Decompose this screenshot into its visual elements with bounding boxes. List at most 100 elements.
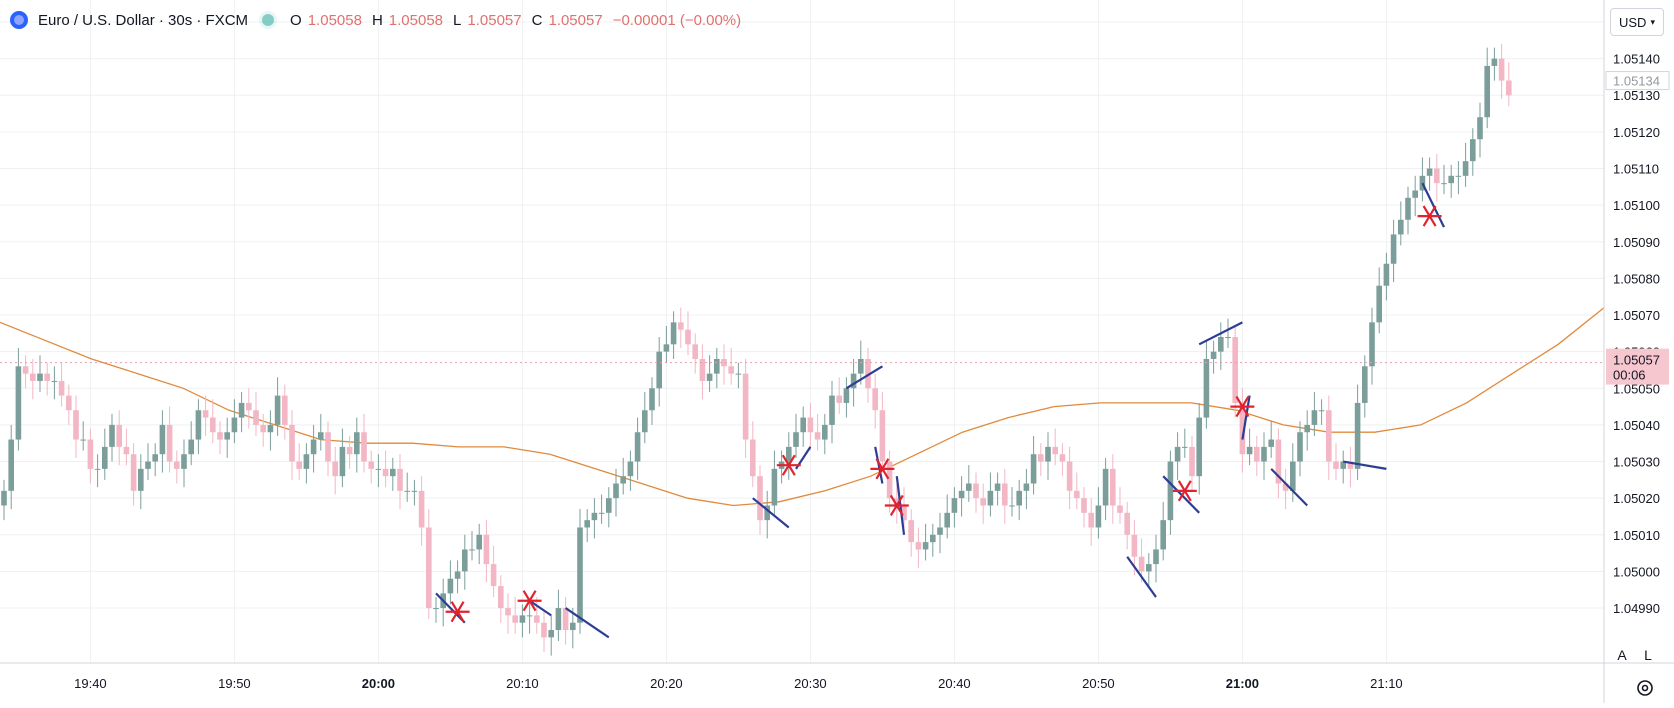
candle (1405, 186, 1411, 235)
candle (1448, 164, 1454, 198)
candle-body (937, 527, 943, 535)
candle-body (1002, 483, 1008, 506)
symbol-legend[interactable]: Euro / U.S. Dollar · 30s · FXCM O 1.05058… (10, 8, 741, 32)
candle (512, 597, 518, 634)
candle (1261, 432, 1267, 480)
candle-body (1131, 534, 1138, 557)
candle (1477, 102, 1483, 158)
market-status-icon[interactable] (262, 14, 275, 26)
candle-body (145, 461, 151, 469)
candle (1189, 435, 1195, 491)
candle-body (1484, 65, 1490, 118)
candle-body (224, 432, 230, 440)
candle-body (282, 395, 288, 425)
candle-body (620, 476, 626, 484)
ohlc-low-value: 1.05057 (467, 11, 522, 29)
candle-body (368, 461, 374, 469)
candle-body (1160, 520, 1166, 550)
candle-body (58, 380, 65, 396)
candle-body (598, 512, 605, 514)
candle-body (289, 424, 295, 462)
candle-body (1066, 461, 1073, 491)
candle (1203, 340, 1210, 429)
symbol-title[interactable]: Euro / U.S. Dollar · 30s · FXCM (38, 11, 249, 29)
candle-body (318, 432, 324, 440)
candle (44, 362, 50, 396)
candle (764, 490, 770, 539)
ohlc-high-value: 1.05058 (388, 11, 444, 29)
currency-button[interactable]: USD ▾ (1610, 8, 1664, 36)
candle-body (267, 424, 274, 433)
candle (1016, 479, 1022, 521)
candle (505, 593, 511, 634)
candle-body (742, 373, 749, 440)
candle-body (8, 439, 14, 491)
candle (1174, 432, 1181, 480)
candle (58, 362, 65, 407)
grid (0, 0, 1604, 663)
candle (1124, 501, 1130, 550)
candle (1347, 446, 1354, 488)
candle-body (476, 534, 482, 550)
candle-body (1261, 446, 1267, 462)
candle-body (1239, 402, 1246, 455)
candle-body (836, 395, 842, 403)
candle (231, 399, 238, 444)
annotation-stroke (1198, 321, 1243, 346)
gear-icon[interactable] (1635, 678, 1655, 698)
candle-body (966, 483, 972, 491)
candle-body (325, 432, 331, 462)
y-tick-label: 1.05100 (1613, 198, 1660, 213)
log-scale-button[interactable]: L (1644, 647, 1652, 663)
x-tick-label: 19:40 (74, 676, 107, 691)
candle-body (361, 432, 367, 462)
candle (670, 311, 677, 359)
x-tick-label: 20:30 (794, 676, 827, 691)
candle-body (613, 483, 619, 499)
candle (591, 498, 598, 539)
candle-body (1311, 410, 1318, 425)
auto-scale-button[interactable]: A (1617, 647, 1627, 663)
candle (1311, 391, 1318, 436)
annotation-stroke (1343, 460, 1387, 470)
x-tick-label: 19:50 (218, 676, 251, 691)
candle-body (858, 358, 864, 374)
candle (1239, 388, 1246, 473)
candle (922, 523, 929, 561)
fxcm-logo-icon (10, 11, 28, 29)
candle-body (951, 498, 958, 513)
candle (1146, 553, 1152, 587)
y-tick-label: 1.05000 (1613, 564, 1660, 579)
candle (706, 355, 713, 392)
candle (267, 410, 274, 451)
candle-body (174, 461, 180, 469)
candle (1268, 421, 1274, 458)
candle (1246, 428, 1253, 466)
candle (526, 600, 533, 634)
candle-body (1333, 461, 1339, 469)
star-marker (517, 590, 542, 612)
candle (166, 406, 173, 473)
currency-label: USD (1619, 14, 1647, 30)
candle-body (202, 410, 209, 418)
candle-body (987, 490, 994, 506)
candle-body (850, 373, 857, 389)
candle-body (1362, 366, 1368, 403)
candle (296, 443, 302, 480)
candle (418, 476, 425, 546)
candle-body (116, 424, 122, 447)
candle-body (411, 490, 418, 492)
candle-body (109, 424, 115, 447)
candle-body (800, 417, 806, 433)
candle (94, 454, 101, 488)
candle (1182, 428, 1188, 458)
candle-body (1074, 490, 1080, 499)
candle (339, 428, 346, 488)
candle (555, 589, 562, 642)
candle-body (1506, 80, 1512, 96)
star-stroke (1235, 396, 1250, 418)
candle-body (130, 454, 137, 491)
candle (814, 413, 821, 451)
candle-body (930, 534, 936, 543)
